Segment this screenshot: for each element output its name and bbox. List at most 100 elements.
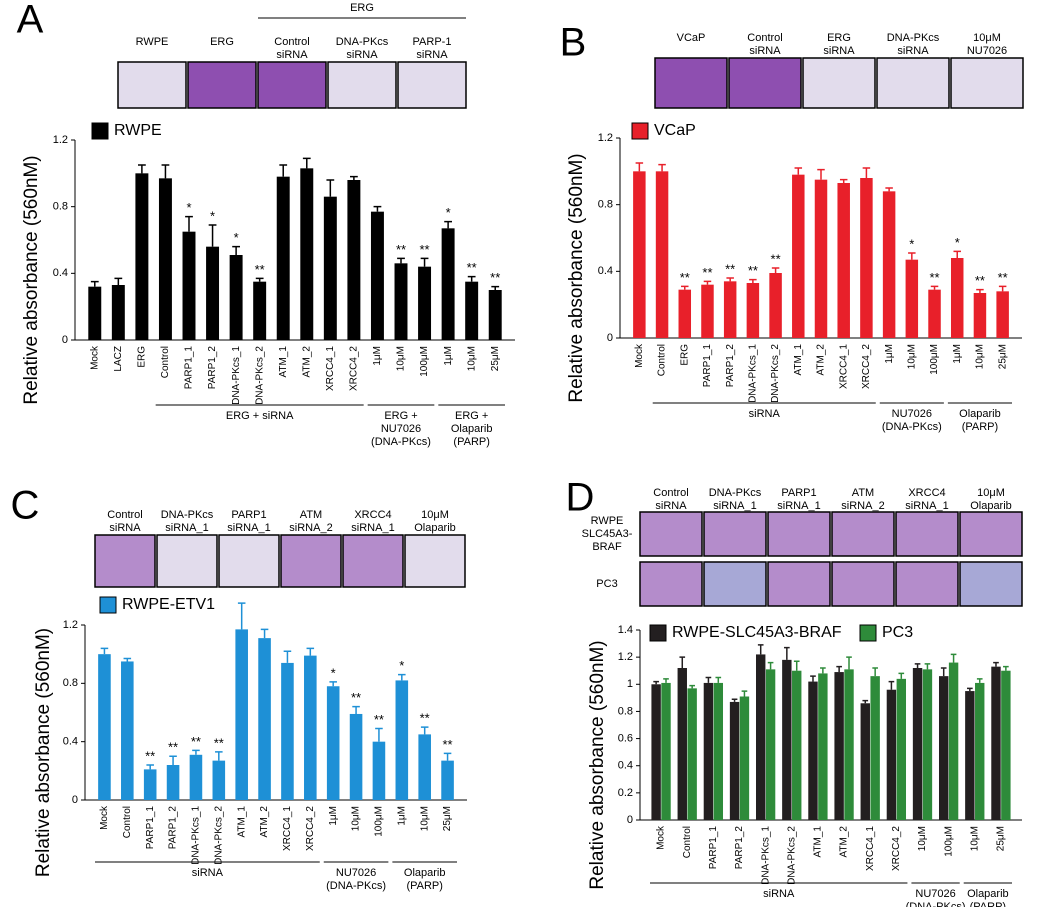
micrograph bbox=[218, 534, 280, 588]
bar bbox=[370, 211, 384, 340]
bar bbox=[886, 689, 897, 820]
error-bar bbox=[741, 690, 748, 697]
error-bar bbox=[731, 698, 738, 702]
x-tick-label: DNA-PKcs_2 bbox=[770, 344, 781, 403]
micrograph bbox=[280, 534, 342, 588]
error-bar bbox=[491, 285, 500, 290]
bar bbox=[938, 676, 949, 820]
x-tick-label: PARP1_2 bbox=[734, 826, 745, 870]
y-tick-label: 0 bbox=[627, 814, 633, 826]
group-label: Olaparib bbox=[967, 888, 1009, 900]
bar bbox=[276, 176, 290, 340]
group-label: NU7026 bbox=[915, 888, 955, 900]
y-axis-label: Relative absorbance (560nM) bbox=[587, 640, 608, 889]
bar bbox=[973, 293, 987, 338]
error-bar bbox=[930, 285, 939, 290]
error-bar bbox=[914, 663, 921, 668]
x-tick-label: ATM_1 bbox=[813, 826, 824, 858]
x-tick-label: XRCC4_1 bbox=[838, 344, 849, 389]
error-bar bbox=[679, 656, 686, 668]
error-bar bbox=[329, 681, 337, 687]
bar bbox=[678, 289, 692, 338]
y-tick-label: 1 bbox=[627, 678, 633, 690]
x-tick-label: XRCC4_1 bbox=[282, 806, 293, 851]
x-tick-label: 25μM bbox=[996, 826, 1007, 851]
bar bbox=[258, 638, 271, 800]
x-tick-label: Mock bbox=[634, 343, 645, 368]
image-label: XRCC4 bbox=[908, 487, 945, 499]
bar bbox=[465, 281, 479, 340]
micrograph bbox=[703, 561, 767, 607]
micrograph bbox=[767, 561, 831, 607]
error-bar bbox=[749, 278, 757, 283]
y-tick-label: 0 bbox=[607, 332, 613, 344]
image-header: ERG bbox=[350, 2, 374, 14]
image-label: siRNA_2 bbox=[841, 500, 884, 512]
bar bbox=[441, 228, 455, 340]
micrograph bbox=[327, 61, 397, 109]
error-bar bbox=[658, 163, 666, 172]
micrograph bbox=[895, 561, 959, 607]
error-bar bbox=[138, 164, 146, 174]
bar bbox=[896, 678, 907, 820]
bar bbox=[651, 684, 661, 820]
y-tick-label: 1.4 bbox=[618, 624, 633, 636]
y-tick-label: 1.2 bbox=[53, 134, 68, 146]
micrograph bbox=[117, 61, 187, 109]
error-bar bbox=[976, 678, 983, 683]
bar bbox=[135, 173, 149, 340]
y-tick-label: 0.4 bbox=[63, 736, 78, 748]
significance: * bbox=[955, 235, 960, 250]
y-tick-label: 0 bbox=[72, 794, 78, 806]
x-tick-label: 1μM bbox=[884, 344, 895, 364]
y-tick-label: 0.4 bbox=[618, 760, 633, 772]
bar bbox=[703, 682, 714, 820]
bar bbox=[235, 629, 248, 800]
image-label: Control bbox=[107, 509, 142, 521]
x-tick-label: DNA-PKcs_1 bbox=[231, 346, 242, 405]
error-bar bbox=[467, 275, 476, 282]
bar bbox=[394, 263, 408, 340]
x-tick-label: 1μM bbox=[952, 344, 963, 364]
bar bbox=[882, 191, 896, 338]
bar bbox=[746, 283, 760, 338]
bar bbox=[418, 734, 431, 800]
micrograph bbox=[831, 561, 895, 607]
image-label: 10μM bbox=[977, 487, 1005, 499]
image-label: siRNA_1 bbox=[905, 500, 948, 512]
x-tick-label: 1μM bbox=[443, 346, 454, 366]
significance: ** bbox=[255, 262, 265, 277]
x-tick-label: ERG bbox=[679, 344, 690, 366]
bar bbox=[928, 289, 941, 338]
significance: * bbox=[210, 208, 215, 223]
x-tick-label: 25μM bbox=[490, 346, 501, 371]
significance: ** bbox=[725, 261, 735, 276]
error-bar bbox=[302, 157, 311, 169]
bar bbox=[713, 682, 724, 820]
significance: ** bbox=[168, 740, 178, 755]
significance: ** bbox=[214, 735, 224, 750]
image-label: siRNA_1 bbox=[351, 522, 394, 534]
x-tick-label: XRCC4_2 bbox=[349, 346, 360, 391]
y-tick-label: 0.6 bbox=[618, 732, 633, 744]
error-bar bbox=[635, 162, 644, 172]
group-label: Olaparib bbox=[959, 408, 1001, 420]
error-bar bbox=[810, 675, 816, 682]
image-label: DNA-PKcs bbox=[709, 487, 762, 499]
significance: ** bbox=[396, 242, 406, 257]
x-tick-label: Control bbox=[160, 346, 171, 378]
x-tick-label: ATM_2 bbox=[839, 826, 850, 858]
error-bar bbox=[161, 164, 170, 179]
x-tick-label: DNA-PKcs_1 bbox=[760, 826, 771, 885]
error-bar bbox=[306, 647, 315, 656]
image-label: ATM bbox=[300, 509, 322, 521]
bar bbox=[965, 691, 975, 820]
bar bbox=[765, 669, 776, 820]
x-tick-label: Control bbox=[682, 826, 693, 858]
y-axis-label: Relative absorbance (560nM) bbox=[566, 153, 587, 402]
panel-letter: D bbox=[566, 476, 595, 520]
significance: ** bbox=[467, 260, 477, 275]
image-label: siRNA_1 bbox=[227, 522, 270, 534]
error-bar bbox=[846, 656, 852, 670]
x-tick-label: PARP1_2 bbox=[725, 344, 736, 388]
